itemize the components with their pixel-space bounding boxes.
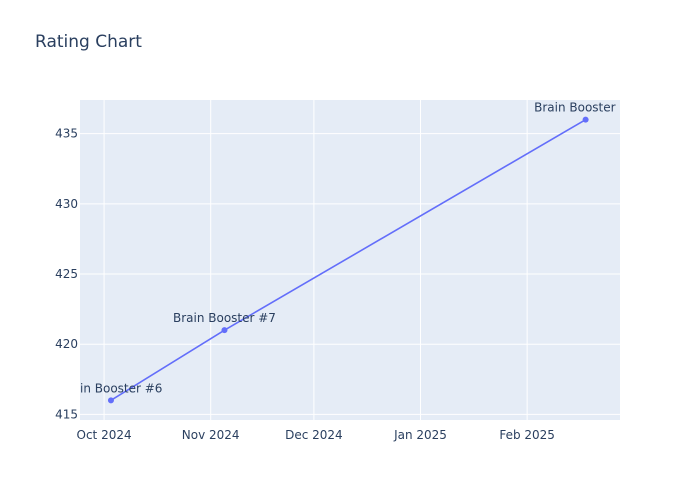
plot-area: Brain Booster #6 Brain Booster #7 Brain Bo… — [59, 101, 637, 404]
y-tick-label: 435 — [55, 127, 78, 141]
x-tick-label: Dec 2024 — [285, 428, 343, 442]
data-point — [107, 397, 114, 404]
x-tick-label: Jan 2025 — [393, 428, 447, 442]
chart-title: Rating Chart — [35, 32, 142, 52]
y-tick-label: 425 — [55, 267, 78, 281]
data-point — [582, 116, 589, 123]
data-label: Brain Booster #8 — [534, 101, 637, 115]
data-label: Brain Booster #6 — [59, 381, 162, 395]
y-tick-label: 420 — [55, 337, 78, 351]
x-tick-label: Nov 2024 — [182, 428, 240, 442]
y-tick-label: 415 — [55, 407, 78, 421]
data-label: Brain Booster #7 — [173, 311, 276, 325]
data-point — [221, 327, 228, 334]
plot-background — [80, 100, 620, 420]
x-tick-label: Feb 2025 — [499, 428, 555, 442]
y-tick-label: 430 — [55, 197, 78, 211]
x-tick-label: Oct 2024 — [77, 428, 132, 442]
